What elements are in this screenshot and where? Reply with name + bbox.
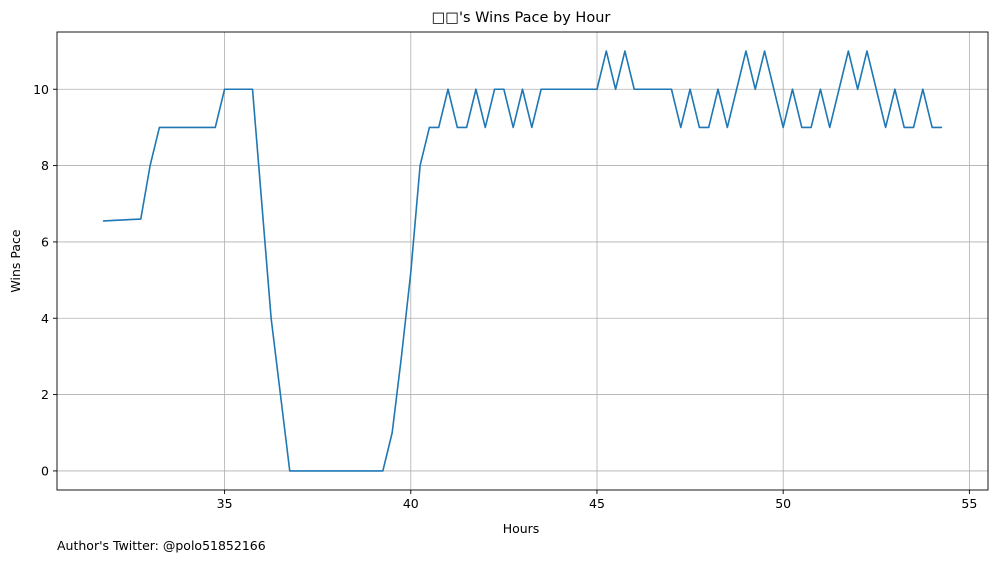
author-credit: Author's Twitter: @polo51852166 [57, 538, 266, 553]
grid-lines [57, 32, 988, 490]
x-tick-label: 35 [217, 496, 233, 511]
series-lines [102, 50, 943, 472]
y-tick-label: 8 [41, 158, 49, 173]
y-tick-label: 0 [41, 463, 49, 478]
x-tick-label: 45 [589, 496, 605, 511]
x-tick-label: 55 [961, 496, 977, 511]
tick-labels: 35 40 45 50 55 0 2 4 6 8 10 [33, 82, 977, 511]
chart-title: □□'s Wins Pace by Hour [432, 10, 611, 26]
x-tick-label: 40 [403, 496, 419, 511]
series-line [102, 50, 943, 472]
axes [53, 31, 989, 494]
y-tick-label: 10 [33, 82, 49, 97]
y-tick-label: 2 [41, 387, 49, 402]
y-tick-label: 6 [41, 234, 49, 249]
y-axis-label: Wins Pace [8, 229, 23, 292]
x-axis-label: Hours [503, 521, 540, 536]
y-tick-label: 4 [41, 311, 49, 326]
plot-frame [56, 31, 989, 491]
x-tick-label: 50 [775, 496, 791, 511]
